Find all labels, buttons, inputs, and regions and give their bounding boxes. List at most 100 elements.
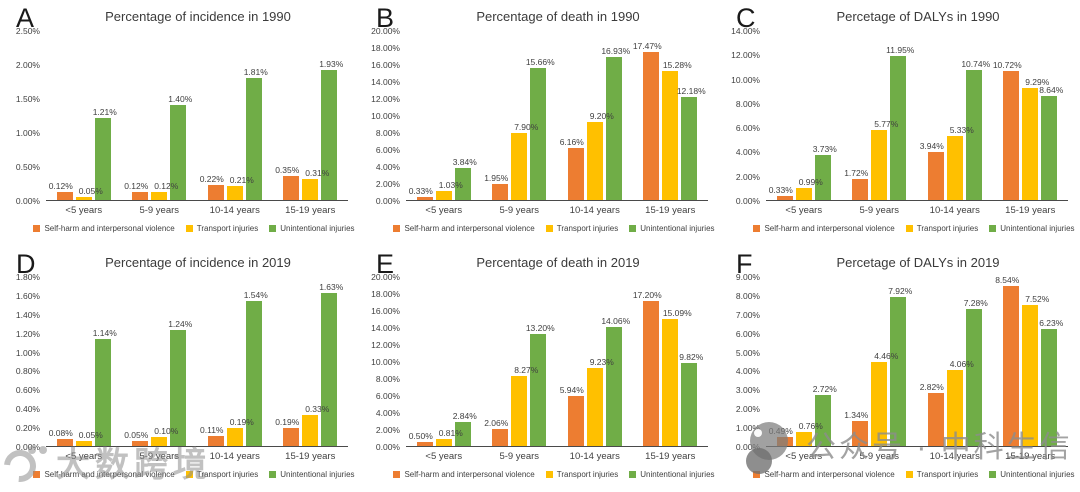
x-axis: <5 years 5-9 years 10-14 years 15-19 years	[46, 447, 348, 462]
y-axis-tick-label: 0.00%	[375, 196, 400, 206]
x-axis: <5 years 5-9 years 10-14 years 15-19 years	[46, 201, 348, 216]
data-label: 6.16%	[559, 136, 584, 147]
y-axis-tick-label: 6.00%	[735, 123, 760, 134]
bar-column: 8.54%	[995, 275, 1019, 446]
bar-column: 10.72%	[993, 31, 1022, 200]
bar-column: 17.47%	[633, 31, 662, 200]
y-axis-tick-label: 2.00%	[735, 171, 760, 182]
y-axis-tick-label: 2.00%	[375, 179, 400, 189]
bar	[151, 436, 168, 446]
bar	[454, 422, 471, 446]
y-axis-tick-label: 0.20%	[15, 423, 40, 434]
bar	[56, 191, 73, 200]
bar	[511, 133, 528, 200]
x-axis-label: 10-14 years	[569, 451, 620, 462]
bar-column: 14.06%	[601, 277, 630, 446]
bar	[871, 362, 888, 446]
data-label: 2.06%	[484, 417, 509, 428]
y-axis-tick-label: 4.00%	[735, 147, 760, 158]
x-axis-label: 10-14 years	[569, 205, 620, 216]
y-axis-tick-label: 10.00%	[371, 111, 400, 121]
data-label: 0.35%	[275, 165, 300, 176]
bar	[681, 97, 698, 200]
bar-column: 1.54%	[244, 277, 268, 446]
y-axis: 0.00% 0.20% 0.40% 0.60% 0.80% 1.00% 1.20% 1.40%…	[4, 272, 46, 452]
x-axis-label: <5 years	[785, 205, 823, 216]
legend-label: Self-harm and interpersonal violence	[764, 224, 895, 233]
bar	[75, 441, 92, 446]
bar	[75, 196, 92, 200]
bar-column: 6.23%	[1039, 277, 1063, 446]
y-axis-tick-label: 14.00%	[371, 323, 400, 333]
bar-group: 1.34% 4.46% 7.92%	[842, 277, 918, 446]
bar-column: 1.34%	[844, 277, 868, 446]
chart-legend: Self-harm and interpersonal violence Tran…	[750, 470, 1078, 479]
panel-letter: D	[16, 249, 36, 279]
x-axis-label: 15-19 years	[645, 451, 696, 462]
chart-legend: Self-harm and interpersonal violence Tran…	[390, 224, 718, 233]
legend-label: Transport injuries	[916, 224, 979, 233]
data-label: 7.92%	[888, 286, 913, 297]
x-axis-label: 15-19 years	[1005, 451, 1056, 462]
legend-item: Transport injuries	[905, 224, 979, 233]
y-axis-tick-label: 6.00%	[735, 328, 760, 339]
x-axis-label: 10-14 years	[929, 205, 980, 216]
chart-title: Percentage of incidence in 1990	[105, 9, 291, 24]
data-label: 0.81%	[438, 428, 463, 439]
chart-legend: Self-harm and interpersonal violence Tran…	[750, 224, 1078, 233]
y-axis-tick-label: 8.00%	[735, 290, 760, 301]
y-axis-tick-label: 3.00%	[735, 385, 760, 396]
legend-item: Self-harm and interpersonal violence	[393, 224, 535, 233]
bar	[890, 297, 907, 446]
x-axis-label: 5-9 years	[859, 451, 900, 462]
y-axis-tick-label: 1.60%	[15, 290, 40, 301]
x-axis-label: 5-9 years	[139, 205, 180, 216]
bar-column: 1.72%	[844, 31, 868, 200]
data-label: 1.95%	[484, 172, 509, 183]
bar-column: 1.63%	[319, 277, 343, 446]
plot-wrap: 0.12% 0.05% 1.21% 0.12% 0.12% 1.40% 0.22% 0.21%…	[46, 31, 348, 216]
chart-body: 0.00% 1.00% 2.00% 3.00% 4.00% 5.00% 6.00% 7.00%…	[724, 272, 1068, 462]
bar-group: 0.05% 0.10% 1.24%	[122, 277, 198, 446]
legend-item: Unintentional injuries	[989, 470, 1075, 479]
bar-column: 0.08%	[49, 277, 73, 446]
bar	[151, 191, 168, 200]
data-label: 10.72%	[992, 59, 1022, 70]
y-axis-tick-label: 1.00%	[15, 347, 40, 358]
bar-group: 0.50% 0.81% 2.84%	[406, 277, 482, 446]
legend-swatch	[33, 225, 41, 232]
bar	[94, 118, 111, 200]
bar	[814, 394, 831, 446]
bar-column: 4.46%	[871, 277, 898, 446]
bar-column: 8.64%	[1039, 31, 1063, 200]
y-axis-tick-label: 14.00%	[731, 26, 760, 36]
legend-swatch	[269, 225, 277, 232]
y-axis-tick-label: 12.00%	[731, 50, 760, 61]
bar-column: 0.19%	[226, 277, 254, 446]
chart-body: 0.00% 0.50% 1.00% 1.50% 2.00% 2.50% 0.12% 0.05…	[4, 26, 348, 216]
bar-column: 15.66%	[526, 31, 555, 200]
legend-label: Unintentional injuries	[280, 470, 355, 479]
y-axis: 0.00% 2.00% 4.00% 6.00% 8.00% 10.00% 12.00% 14.…	[724, 26, 766, 206]
legend-label: Self-harm and interpersonal violence	[404, 470, 535, 479]
y-axis-tick-label: 1.00%	[735, 423, 760, 434]
bar	[1041, 95, 1058, 200]
bar-group: 2.82% 4.06% 7.28%	[917, 277, 993, 446]
plot-area: 0.08% 0.05% 1.14% 0.05% 0.10% 1.24% 0.11% 0.19%…	[46, 277, 348, 447]
bar	[530, 67, 547, 200]
legend-label: Transport injuries	[916, 470, 979, 479]
legend-swatch	[753, 225, 761, 232]
bar	[454, 167, 471, 200]
data-label: 5.33%	[949, 124, 974, 135]
chart-body: 0.00% 0.20% 0.40% 0.60% 0.80% 1.00% 1.20% 1.40%…	[4, 272, 348, 462]
y-axis-tick-label: 8.00%	[375, 374, 400, 384]
bar-column: 2.72%	[813, 277, 837, 446]
plot-area: 0.33% 1.03% 3.84% 1.95% 7.90% 15.66% 6.16% 9.20…	[406, 31, 708, 201]
x-axis-label: 15-19 years	[285, 205, 336, 216]
y-axis: 0.00% 2.00% 4.00% 6.00% 8.00% 10.00% 12.00% 14.…	[364, 272, 406, 452]
x-axis-label: 5-9 years	[499, 451, 540, 462]
data-label: 11.95%	[886, 44, 915, 55]
data-label: 1.03%	[438, 180, 463, 191]
bar	[132, 441, 149, 446]
y-axis-tick-label: 4.00%	[375, 162, 400, 172]
